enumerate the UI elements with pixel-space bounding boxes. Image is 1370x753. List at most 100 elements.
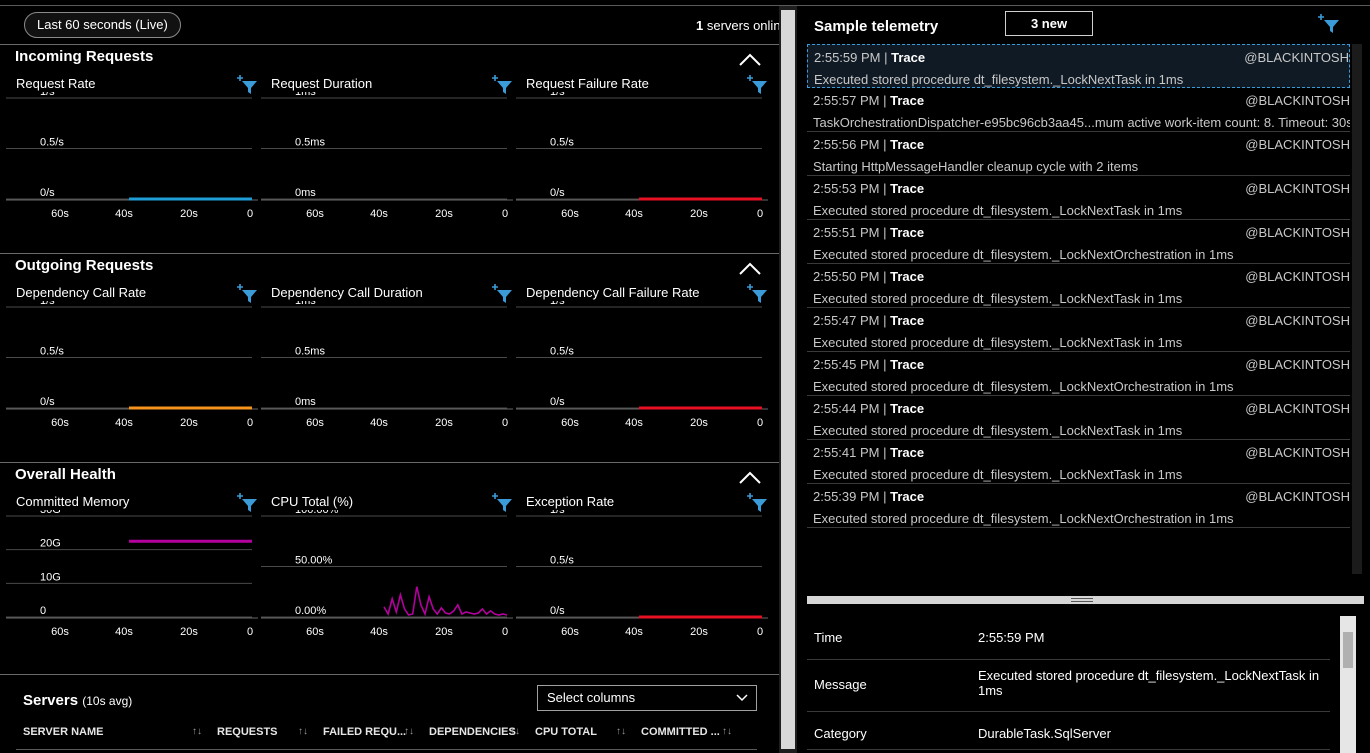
y-tick-label: 1/s bbox=[40, 301, 55, 307]
servers-table-divider bbox=[16, 749, 757, 750]
new-items-button[interactable]: 3 new bbox=[1005, 11, 1093, 36]
scrollbar-track[interactable] bbox=[781, 10, 795, 749]
details-scrollbar[interactable] bbox=[1340, 616, 1356, 753]
chevron-up-icon[interactable] bbox=[739, 53, 761, 67]
funnel-shape bbox=[497, 81, 512, 94]
telemetry-type: Trace bbox=[890, 357, 925, 372]
select-columns-dropdown[interactable]: Select columns bbox=[537, 685, 757, 711]
detail-key: Time bbox=[814, 630, 843, 645]
telemetry-item[interactable]: 2:55:59 PM | Trace @BLACKINTOSH Executed s… bbox=[807, 44, 1350, 88]
telemetry-item-header: 2:55:53 PM | Trace bbox=[813, 181, 924, 196]
telemetry-item[interactable]: 2:55:51 PM | Trace @BLACKINTOSH Executed s… bbox=[807, 220, 1350, 264]
x-tick-label: 0 bbox=[502, 208, 508, 220]
x-tick-label: 20s bbox=[435, 417, 453, 429]
telemetry-item-header: 2:55:47 PM | Trace bbox=[813, 313, 924, 328]
x-tick-label: 40s bbox=[370, 208, 388, 220]
servers-title-text: Servers bbox=[23, 692, 79, 709]
separator: | bbox=[880, 50, 892, 65]
plus-shape bbox=[492, 75, 498, 81]
x-tick-label: 40s bbox=[625, 417, 643, 429]
column-header[interactable]: COMMITTED ... bbox=[641, 726, 720, 738]
sort-icon[interactable]: ↑↓ bbox=[298, 726, 308, 737]
scrollbar-thumb[interactable] bbox=[1352, 44, 1362, 574]
telemetry-source: @BLACKINTOSH bbox=[1245, 181, 1350, 196]
telemetry-type: Trace bbox=[890, 93, 925, 108]
sort-icon[interactable]: ↑↓ bbox=[192, 726, 202, 737]
add-filter-icon[interactable] bbox=[491, 282, 513, 304]
metric-section: Overall Health Committed Memory 30G 20G 10G 0… bbox=[0, 462, 779, 671]
telemetry-item[interactable]: 2:55:44 PM | Trace @BLACKINTOSH Executed s… bbox=[807, 396, 1350, 440]
y-tick-label: 0/s bbox=[550, 187, 565, 199]
y-tick-label: 100.00% bbox=[295, 510, 339, 516]
x-tick-label: 0 bbox=[757, 626, 763, 638]
x-tick-label: 40s bbox=[625, 626, 643, 638]
column-header[interactable]: CPU TOTAL bbox=[535, 726, 597, 738]
telemetry-panel: Sample telemetry 3 new 2:55:59 PM | Trac… bbox=[807, 6, 1370, 753]
add-filter-icon[interactable] bbox=[1317, 11, 1341, 35]
y-tick-label: 0.00% bbox=[295, 605, 326, 617]
chevron-up-icon[interactable] bbox=[739, 471, 761, 485]
section-title: Incoming Requests bbox=[15, 48, 154, 65]
detail-value: Executed stored procedure dt_filesystem.… bbox=[978, 668, 1320, 698]
telemetry-type: Trace bbox=[890, 137, 925, 152]
add-filter-icon[interactable] bbox=[746, 73, 768, 95]
add-filter-icon[interactable] bbox=[746, 491, 768, 513]
x-tick-label: 60s bbox=[306, 626, 324, 638]
add-filter-icon[interactable] bbox=[491, 491, 513, 513]
funnel-shape bbox=[242, 499, 257, 512]
x-tick-label: 40s bbox=[370, 417, 388, 429]
add-filter-icon[interactable] bbox=[746, 282, 768, 304]
x-tick-label: 60s bbox=[561, 626, 579, 638]
funnel-shape bbox=[497, 499, 512, 512]
telemetry-type: Trace bbox=[890, 269, 925, 284]
column-header[interactable]: FAILED REQU... bbox=[323, 726, 407, 738]
telemetry-item[interactable]: 2:55:39 PM | Trace @BLACKINTOSH Executed s… bbox=[807, 484, 1350, 528]
telemetry-time: 2:55:51 PM bbox=[813, 225, 880, 240]
y-tick-label: 0/s bbox=[550, 605, 565, 617]
add-filter-icon[interactable] bbox=[491, 73, 513, 95]
sort-icon[interactable]: ↑↓ bbox=[404, 726, 414, 737]
telemetry-item[interactable]: 2:55:45 PM | Trace @BLACKINTOSH Executed s… bbox=[807, 352, 1350, 396]
telemetry-time: 2:55:47 PM bbox=[813, 313, 880, 328]
metric-chart: Exception Rate 1/s 0.5/s 0/s 60s 40s 20s 0 bbox=[516, 490, 768, 660]
telemetry-item[interactable]: 2:55:53 PM | Trace @BLACKINTOSH Executed s… bbox=[807, 176, 1350, 220]
funnel-shape bbox=[752, 81, 767, 94]
y-tick-label: 1/s bbox=[550, 92, 565, 98]
sort-icon[interactable]: ↑↓ bbox=[722, 726, 732, 737]
chevron-up-icon[interactable] bbox=[739, 262, 761, 276]
splitter-grip-icon[interactable] bbox=[1071, 598, 1093, 602]
sort-icon[interactable]: ↑↓ bbox=[510, 726, 520, 737]
telemetry-item[interactable]: 2:55:47 PM | Trace @BLACKINTOSH Executed s… bbox=[807, 308, 1350, 352]
y-tick-label: 0.5ms bbox=[295, 346, 325, 358]
servers-section: Servers (10s avg) Select columns SERVER … bbox=[0, 674, 779, 753]
x-tick-label: 20s bbox=[180, 626, 198, 638]
servers-online-count: 1 bbox=[696, 18, 704, 33]
telemetry-item[interactable]: 2:55:56 PM | Trace @BLACKINTOSH Starting H… bbox=[807, 132, 1350, 176]
column-header[interactable]: DEPENDENCIES bbox=[429, 726, 516, 738]
add-filter-icon[interactable] bbox=[236, 491, 258, 513]
telemetry-message: Executed stored procedure dt_filesystem.… bbox=[813, 247, 1234, 262]
add-filter-icon[interactable] bbox=[236, 282, 258, 304]
sort-icon[interactable]: ↑↓ bbox=[616, 726, 626, 737]
telemetry-list-scrollbar[interactable] bbox=[1350, 44, 1364, 599]
detail-row: Message Executed stored procedure dt_file… bbox=[807, 660, 1330, 712]
details-splitter[interactable] bbox=[807, 596, 1364, 604]
telemetry-item[interactable]: 2:55:41 PM | Trace @BLACKINTOSH Executed s… bbox=[807, 440, 1350, 484]
telemetry-item[interactable]: 2:55:57 PM | Trace @BLACKINTOSH TaskOrches… bbox=[807, 88, 1350, 132]
metric-chart: Dependency Call Duration 1ms 0.5ms 0ms 60s 40… bbox=[261, 281, 513, 451]
telemetry-item[interactable]: 2:55:50 PM | Trace @BLACKINTOSH Executed s… bbox=[807, 264, 1350, 308]
time-range-button[interactable]: Last 60 seconds (Live) bbox=[24, 12, 181, 38]
add-filter-icon[interactable] bbox=[236, 73, 258, 95]
telemetry-list: 2:55:59 PM | Trace @BLACKINTOSH Executed s… bbox=[807, 44, 1350, 530]
column-header[interactable]: REQUESTS bbox=[217, 726, 278, 738]
scrollbar-thumb[interactable] bbox=[1343, 632, 1353, 668]
chart-title: Dependency Call Failure Rate bbox=[526, 285, 700, 300]
series-line bbox=[383, 586, 508, 617]
vertical-scrollbar[interactable] bbox=[779, 6, 797, 753]
plus-shape bbox=[237, 284, 243, 290]
column-header[interactable]: SERVER NAME bbox=[23, 726, 104, 738]
telemetry-message: Executed stored procedure dt_filesystem.… bbox=[813, 335, 1183, 350]
telemetry-type: Trace bbox=[890, 313, 925, 328]
telemetry-message: Executed stored procedure dt_filesystem.… bbox=[813, 203, 1183, 218]
plus-shape bbox=[492, 493, 498, 499]
